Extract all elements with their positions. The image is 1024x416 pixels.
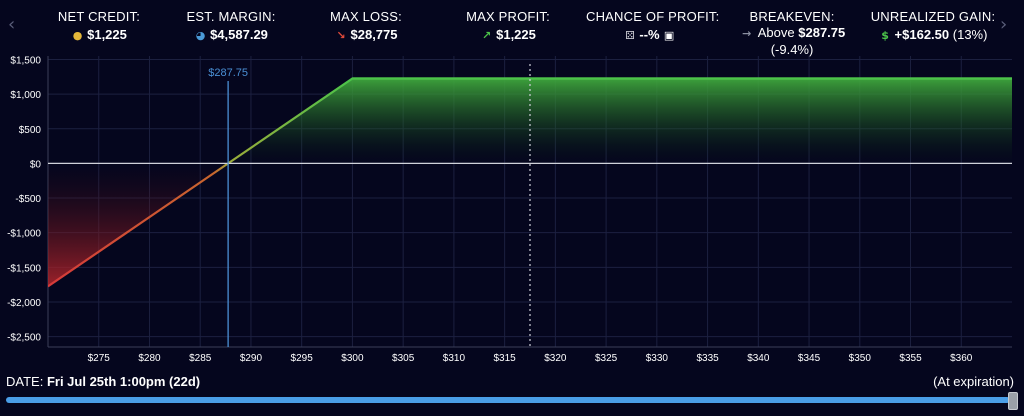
y-tick-label: -$500 (15, 194, 41, 205)
stat-max-profit: MAX PROFIT: ↗ $1,225 (456, 9, 560, 42)
unrealized-value: +$162.50 (894, 27, 950, 42)
x-tick-label: $360 (950, 353, 973, 364)
y-tick-label: $0 (30, 159, 42, 170)
y-tick-label: $1,500 (10, 56, 41, 66)
x-tick-label: $280 (138, 353, 161, 364)
date-prefix: DATE: (6, 374, 44, 389)
chance-value: --% (639, 27, 660, 42)
profit-area (228, 78, 1012, 164)
stat-net-credit: NET CREDIT: ● $1,225 (44, 9, 154, 42)
arrow-up-right-icon: ↗ (482, 29, 492, 42)
stat-breakeven: BREAKEVEN: → Above $287.75 (-9.4%) (730, 9, 854, 57)
x-tick-label: $310 (443, 353, 466, 364)
payoff-chart[interactable]: $287.75 $1,500 $1,000 $500 $0 -$500 -$1,000 -$… (0, 55, 1024, 366)
max-profit-value: $1,225 (496, 27, 536, 42)
arrow-down-right-icon: ↘ (336, 29, 346, 42)
x-tick-label: $325 (595, 353, 618, 364)
est-margin-label: EST. MARGIN: (186, 9, 276, 24)
x-tick-label: $285 (189, 353, 212, 364)
stat-unrealized-gain: UNREALIZED GAIN: $ +$162.50 (13%) (870, 9, 996, 42)
y-tick-label: -$1,500 (7, 263, 41, 274)
x-tick-label: $290 (240, 353, 263, 364)
chance-label: CHANCE OF PROFIT: (586, 9, 720, 24)
x-tick-label: $345 (798, 353, 821, 364)
date-slider-thumb[interactable] (1008, 392, 1018, 410)
stat-est-margin: EST. MARGIN: ◕ $4,587.29 (176, 9, 286, 42)
unrealized-label: UNREALIZED GAIN: (870, 9, 996, 24)
x-tick-label: $335 (696, 353, 719, 364)
date-row: DATE: Fri Jul 25th 1:00pm (22d) (At expi… (6, 372, 1018, 390)
max-profit-label: MAX PROFIT: (466, 9, 550, 24)
y-tick-label: -$2,000 (7, 298, 41, 309)
money-bag-icon: $ (881, 29, 889, 42)
stats-bar: ‹ NET CREDIT: ● $1,225 EST. MARGIN: ◕ $4,5… (0, 0, 1024, 57)
arrow-right-icon: → (742, 27, 752, 40)
x-tick-label: $305 (392, 353, 415, 364)
pie-chart-icon: ◕ (195, 29, 206, 42)
net-credit-label: NET CREDIT: (57, 9, 141, 24)
breakeven-label: BREAKEVEN: (749, 9, 835, 24)
x-tick-label: $355 (899, 353, 922, 364)
chevron-right-icon[interactable]: › (1000, 14, 1008, 35)
breakeven-percent: (-9.4%) (770, 42, 814, 57)
breakeven-line-label: $287.75 (208, 67, 248, 79)
x-tick-label: $320 (544, 353, 567, 364)
lock-icon[interactable]: ▣ (663, 29, 675, 42)
max-loss-label: MAX LOSS: (330, 9, 402, 24)
expiry-label: (At expiration) (933, 374, 1014, 389)
x-tick-label: $315 (494, 353, 517, 364)
net-credit-value: $1,225 (87, 27, 127, 42)
breakeven-value: $287.75 (798, 25, 846, 40)
date-display: DATE: Fri Jul 25th 1:00pm (22d) (6, 374, 200, 389)
date-slider-track[interactable] (6, 397, 1010, 403)
x-tick-label: $300 (341, 353, 364, 364)
stat-max-loss: MAX LOSS: ↘ $28,775 (318, 9, 414, 42)
date-slider[interactable] (6, 392, 1018, 410)
breakeven-prefix: Above (757, 25, 795, 40)
y-tick-label: $500 (19, 125, 42, 136)
unrealized-percent: (13%) (952, 27, 988, 42)
x-tick-label: $295 (291, 353, 314, 364)
payoff-chart-svg[interactable]: $287.75 $1,500 $1,000 $500 $0 -$500 -$1,000 -$… (0, 55, 1024, 366)
y-tick-label: $1,000 (10, 90, 41, 101)
x-tick-label: $350 (849, 353, 872, 364)
chevron-left-icon[interactable]: ‹ (8, 14, 16, 35)
date-value: Fri Jul 25th 1:00pm (22d) (46, 374, 201, 389)
dice-icon: ⚄ (625, 29, 635, 42)
x-tick-label: $340 (747, 353, 770, 364)
max-loss-value: $28,775 (350, 27, 398, 42)
x-tick-label: $330 (646, 353, 669, 364)
x-tick-label: $275 (88, 353, 111, 364)
coins-icon: ● (72, 29, 83, 42)
y-tick-label: -$1,000 (7, 229, 41, 240)
y-tick-label: -$2,500 (7, 333, 41, 344)
stat-chance-of-profit: CHANCE OF PROFIT: ⚄ --% ▣ (586, 9, 720, 42)
est-margin-value: $4,587.29 (210, 27, 268, 42)
